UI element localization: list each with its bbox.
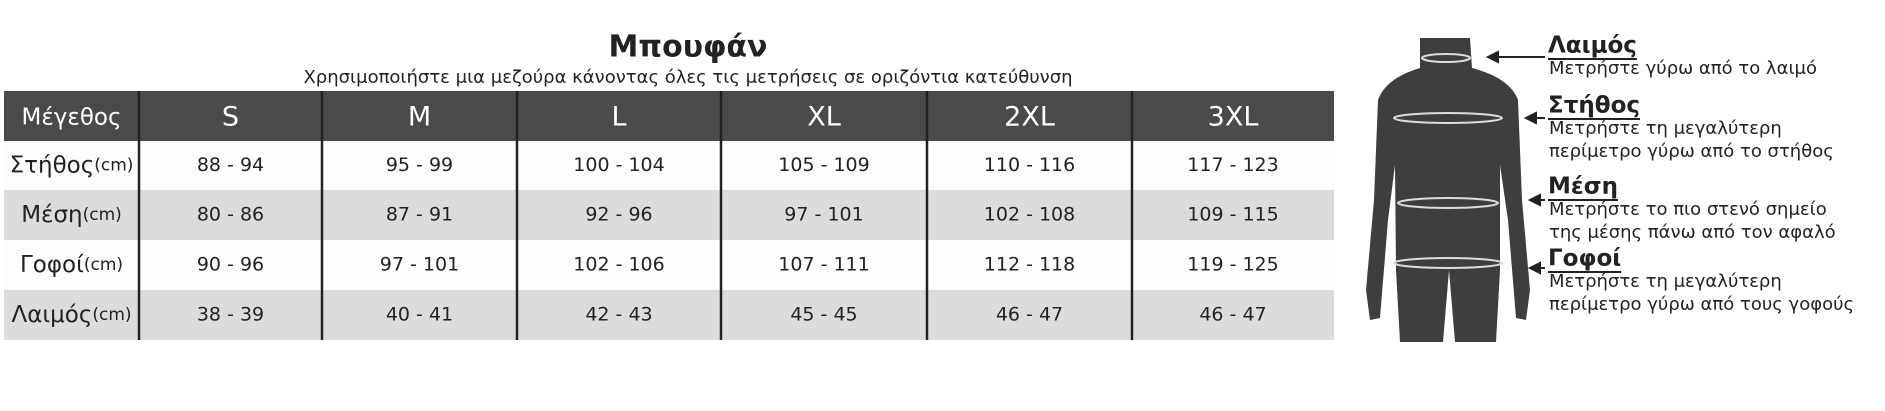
cell: 38 - 39: [197, 304, 264, 326]
guide-title: Στήθος: [1548, 93, 1640, 119]
row-bg: [4, 190, 1334, 240]
cell: 102 - 108: [984, 204, 1075, 226]
body-figure: [1366, 38, 1545, 342]
row-label: Λαιμός(cm): [11, 302, 131, 328]
hips-line: [1393, 257, 1503, 269]
guide-description: περίμετρο γύρω από τους γοφούς: [1549, 294, 1854, 315]
guide-title: Γοφοί: [1548, 246, 1621, 272]
cell: 110 - 116: [984, 154, 1075, 176]
arrow-head: [1485, 50, 1499, 64]
cell: 40 - 41: [386, 304, 453, 326]
row-label-unit: (cm): [83, 205, 122, 225]
chest-line: [1393, 112, 1503, 124]
title: Μπουφάν: [609, 30, 768, 65]
waist-line: [1397, 197, 1499, 209]
cell: 119 - 125: [1187, 254, 1278, 276]
cell: 112 - 118: [984, 254, 1075, 276]
neck-line: [1421, 53, 1471, 63]
header-cell: 2XL: [1004, 102, 1055, 133]
header-cell: L: [611, 102, 626, 133]
cell: 46 - 47: [1199, 304, 1266, 326]
cell: 42 - 43: [585, 304, 652, 326]
arrow-head: [1527, 193, 1541, 207]
guide-description: Μετρήστε το πιο στενό σημείο: [1549, 199, 1827, 220]
cell: 102 - 106: [573, 254, 664, 276]
subtitle: Χρησιμοποιήστε μια μεζούρα κάνοντας όλες…: [303, 67, 1072, 88]
row-label: Στήθος(cm): [10, 152, 134, 178]
guide-description: περίμετρο γύρω από το στήθος: [1549, 141, 1834, 162]
arrow-head: [1523, 111, 1537, 125]
row-label-unit: (cm): [92, 305, 131, 325]
row-label-name: Γοφοί: [20, 252, 84, 278]
guide-title: Μέση: [1548, 174, 1618, 200]
cell: 105 - 109: [778, 154, 869, 176]
row-label-unit: (cm): [84, 255, 123, 275]
header-cell: 3XL: [1208, 102, 1259, 133]
row-label-name: Μέση: [21, 202, 82, 228]
cell: 95 - 99: [386, 154, 453, 176]
guide-description: Μετρήστε τη μεγαλύτερη: [1549, 271, 1782, 292]
cell: 107 - 111: [778, 254, 869, 276]
header-cell: XL: [807, 102, 841, 133]
cell: 87 - 91: [386, 204, 453, 226]
header-cell: M: [408, 102, 431, 133]
header-cell: Μέγεθος: [22, 105, 122, 131]
cell: 117 - 123: [1187, 154, 1278, 176]
row-label-name: Στήθος: [10, 152, 95, 178]
cell: 90 - 96: [197, 254, 264, 276]
row-bg: [4, 141, 1334, 190]
cell: 97 - 101: [784, 204, 863, 226]
row-bg: [4, 240, 1334, 290]
cell: 46 - 47: [996, 304, 1063, 326]
row-label-unit: (cm): [94, 156, 133, 176]
cell: 97 - 101: [380, 254, 459, 276]
guide-description: Μετρήστε τη μεγαλύτερη: [1549, 118, 1782, 139]
row-bg: [4, 290, 1334, 340]
silhouette: [1366, 38, 1530, 342]
row-label: Γοφοί(cm): [20, 252, 123, 278]
header-cell: S: [222, 102, 239, 133]
cell: 80 - 86: [197, 204, 264, 226]
cell: 88 - 94: [197, 154, 264, 176]
guide-title: Λαιμός: [1548, 33, 1637, 59]
header-bg: [4, 91, 1334, 141]
arrow-head: [1527, 261, 1541, 275]
cell: 100 - 104: [573, 154, 664, 176]
guide-description: Μετρήστε γύρω από το λαιμό: [1549, 58, 1817, 79]
row-label-name: Λαιμός: [11, 302, 92, 328]
guide-description: της μέσης πάνω από τον αφαλό: [1549, 222, 1836, 243]
cell: 92 - 96: [585, 204, 652, 226]
cell: 45 - 45: [790, 304, 857, 326]
cell: 109 - 115: [1187, 204, 1278, 226]
row-label: Μέση(cm): [21, 202, 122, 228]
